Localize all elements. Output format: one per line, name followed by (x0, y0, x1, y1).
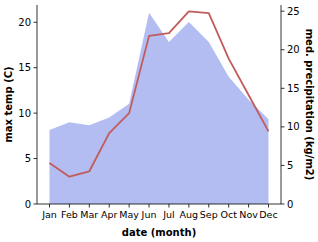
y-tick-label: 15 (18, 62, 31, 73)
y-tick (34, 158, 38, 159)
x-tick (89, 204, 90, 208)
y2-tick-label: 15 (287, 83, 300, 94)
y2-tick (281, 11, 285, 12)
x-tick (69, 204, 70, 208)
x-tick-label: Feb (61, 209, 78, 220)
x-tick (129, 204, 130, 208)
x-tick-label: Apr (101, 209, 118, 220)
y2-tick-label: 0 (287, 199, 293, 210)
y-tick (34, 22, 38, 23)
x-tick (248, 204, 249, 208)
y2-tick (281, 126, 285, 127)
y-axis-line (37, 5, 38, 204)
x-tick-label: Jun (141, 209, 157, 220)
chart: 0 5 10 15 20 0 5 10 15 20 25 Jan FebMarAprMayJun Jul A… (0, 0, 318, 242)
y-tick-label: 10 (18, 108, 31, 119)
precip-area (50, 13, 269, 204)
x-tick (49, 204, 50, 208)
y2-tick-label: 5 (287, 160, 293, 171)
y2-tick-label: 20 (287, 44, 300, 55)
x-tick-label: Nov (239, 209, 258, 220)
x-tick (188, 204, 189, 208)
y-tick-label: 0 (25, 199, 31, 210)
temp-line (50, 11, 269, 176)
y-tick-label: 5 (25, 153, 31, 164)
y-tick (34, 204, 38, 205)
x-tick (228, 204, 229, 208)
y2-tick (281, 204, 285, 205)
x-tick-label: Aug (180, 209, 199, 220)
x-tick (109, 204, 110, 208)
y-tick (34, 113, 38, 114)
y-tick-label: 20 (18, 17, 31, 28)
y-axis-label: max temp (C) (3, 66, 14, 142)
x-axis-line (37, 204, 281, 205)
y2-axis-line (281, 5, 282, 204)
y-tick (34, 67, 38, 68)
x-tick (208, 204, 209, 208)
y2-tick-label: 10 (287, 121, 300, 132)
y2-tick (281, 88, 285, 89)
y2-tick-label: 25 (287, 6, 300, 17)
y2-tick (281, 165, 285, 166)
x-tick-label: Dec (259, 209, 277, 220)
x-tick-label: May (119, 209, 139, 220)
x-tick-label: Jul (162, 209, 174, 220)
x-tick-label: Oct (220, 209, 237, 220)
x-tick (168, 204, 169, 208)
x-tick-label: Mar (80, 209, 98, 220)
x-tick-label: Sep (200, 209, 218, 220)
x-tick (149, 204, 150, 208)
x-axis-label: date (month) (122, 227, 196, 238)
y2-axis-label: med. precipitation (kg/m2) (304, 29, 315, 181)
x-tick (268, 204, 269, 208)
x-tick-label: Jan (41, 209, 57, 220)
y2-tick (281, 49, 285, 50)
plot-area (50, 11, 269, 204)
